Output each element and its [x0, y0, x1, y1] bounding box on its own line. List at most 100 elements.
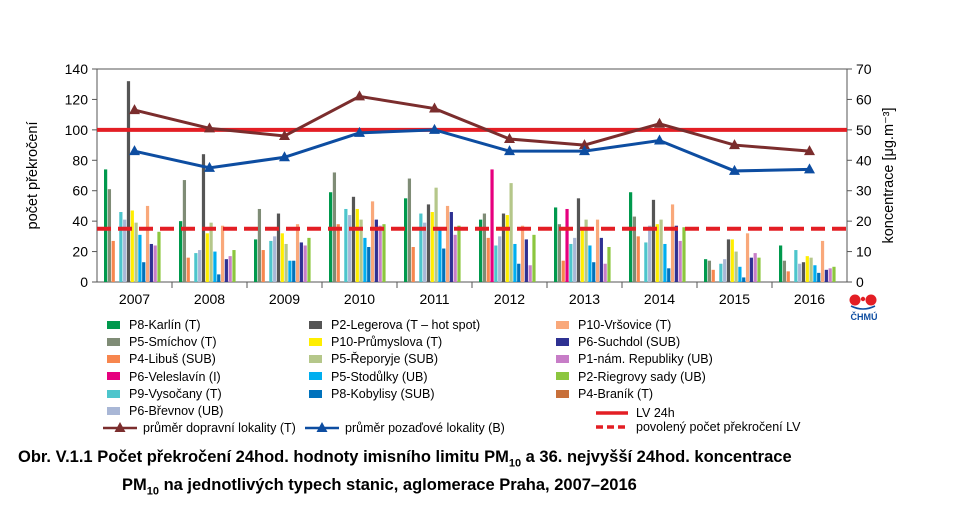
bar — [749, 257, 753, 282]
line-point — [729, 164, 740, 175]
bar — [794, 250, 798, 282]
legend-label: P10-Průmyslova (T) — [331, 335, 443, 350]
line-point — [279, 151, 290, 162]
line-point — [279, 129, 290, 140]
legend-item: P5-Řeporyje (SUB) — [309, 352, 438, 367]
bar — [659, 219, 663, 282]
bar — [295, 224, 300, 282]
line-point — [204, 122, 215, 133]
bar — [303, 245, 307, 282]
legend-item: P4-Braník (T) — [556, 387, 653, 402]
bar — [528, 265, 532, 282]
bar — [569, 243, 573, 282]
line-series — [129, 90, 815, 175]
legend-item: P8-Karlín (T) — [107, 318, 201, 333]
legend-item: P1-nám. Republiky (UB) — [556, 352, 713, 367]
bar — [378, 225, 382, 282]
bar — [254, 239, 258, 282]
legend-item: P10-Vršovice (T) — [556, 318, 671, 333]
left-tick-label: 80 — [72, 152, 88, 168]
bar — [745, 233, 750, 282]
caption-line1-a: Obr. V.1.1 Počet překročení 24hod. hodno… — [18, 448, 509, 466]
line-point — [429, 123, 440, 134]
legend-label: P4-Libuš (SUB) — [129, 352, 216, 367]
bar — [430, 212, 434, 282]
line-point — [504, 132, 515, 143]
bar — [336, 224, 340, 282]
bar — [351, 196, 356, 282]
bar — [261, 250, 265, 282]
left-tick-label: 40 — [72, 213, 88, 229]
bar — [584, 219, 588, 282]
bar — [479, 219, 483, 282]
bar — [603, 263, 607, 282]
caption-line1-sub: 10 — [508, 457, 522, 470]
left-tick-label: 20 — [72, 244, 88, 260]
bar — [520, 225, 525, 282]
legend-label: průměr dopravní lokality (T) — [143, 421, 296, 436]
axes: 0 20 40 60 80 100 120 140 0 10 20 30 40 50 60 70 2007 200… — [25, 61, 897, 307]
legend-swatch — [107, 337, 120, 346]
legend-label: P2-Riegrovy sady (UB) — [578, 369, 706, 384]
bar — [217, 274, 221, 282]
bar — [426, 204, 431, 282]
bar — [753, 253, 757, 282]
legend-swatch — [309, 337, 322, 346]
bar — [828, 268, 832, 282]
x-tick-label: 2008 — [194, 291, 225, 307]
bar — [179, 221, 183, 282]
bar — [524, 239, 528, 282]
bar — [730, 239, 734, 282]
bar — [561, 260, 565, 282]
x-tick-label: 2014 — [644, 291, 675, 307]
bar — [329, 192, 333, 282]
bar — [513, 243, 517, 282]
bar — [370, 201, 375, 282]
line-point — [429, 102, 440, 113]
bar — [407, 178, 412, 282]
bar — [599, 237, 603, 282]
bar — [288, 260, 292, 282]
legend-item: P6-Suchdol (SUB) — [556, 335, 680, 350]
bar — [636, 236, 640, 282]
legend-swatch — [556, 355, 569, 364]
line-point — [654, 117, 665, 128]
legend-label: P5-Řeporyje (SUB) — [331, 352, 438, 367]
left-axis-label: počet překročení — [25, 121, 41, 229]
bar — [557, 224, 562, 282]
bar — [344, 208, 348, 282]
bar — [224, 259, 228, 282]
legend-swatch — [107, 355, 120, 364]
left-tick-label: 100 — [65, 122, 89, 138]
x-tick-label: 2015 — [719, 291, 750, 307]
bar — [801, 262, 806, 282]
bar — [629, 192, 633, 282]
right-tick-label: 40 — [856, 152, 872, 168]
legend-item: LV 24h — [596, 406, 675, 421]
bar — [742, 277, 746, 282]
right-tick-label: 70 — [856, 61, 872, 77]
legend-label: P8-Karlín (T) — [129, 318, 201, 332]
legend-item: povolený počet překročení LV — [596, 420, 800, 435]
bar — [257, 208, 262, 282]
legend-label: P8-Kobylisy (SUB) — [331, 386, 435, 401]
bar — [779, 245, 783, 282]
figure-caption: Obr. V.1.1 Počet překročení 24hod. hodno… — [18, 446, 792, 503]
line-point — [354, 90, 365, 101]
bar — [423, 222, 427, 282]
x-tick-label: 2007 — [119, 291, 150, 307]
bar — [194, 253, 198, 282]
legend-label: P1-nám. Republiky (UB) — [578, 352, 713, 367]
legend-swatch — [107, 320, 120, 329]
bar — [482, 213, 487, 282]
legend-label: P6-Suchdol (SUB) — [578, 335, 681, 350]
legend-swatch — [556, 337, 569, 346]
bar — [719, 263, 723, 282]
bar — [573, 237, 577, 282]
x-tick-label: 2010 — [344, 291, 375, 307]
bar — [228, 256, 232, 282]
x-tick-label: 2016 — [794, 291, 825, 307]
bar — [111, 240, 115, 282]
bar — [220, 225, 225, 282]
legend-swatch — [107, 372, 120, 381]
